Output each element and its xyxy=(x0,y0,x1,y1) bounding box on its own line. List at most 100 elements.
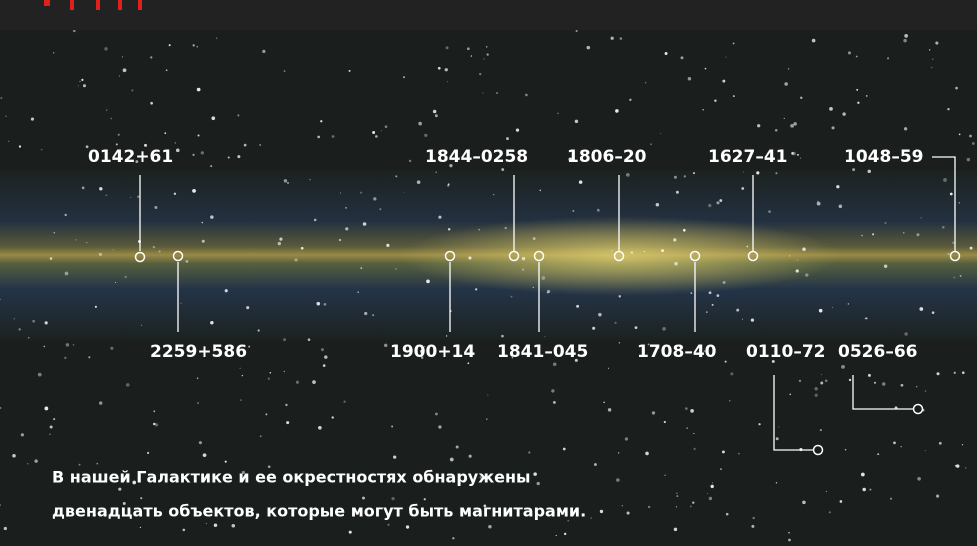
star xyxy=(627,511,630,514)
star xyxy=(676,495,678,497)
star xyxy=(424,498,426,500)
star xyxy=(284,179,287,182)
star xyxy=(295,258,298,261)
star xyxy=(626,173,630,177)
star xyxy=(789,394,791,396)
star xyxy=(123,68,127,72)
star xyxy=(919,307,923,311)
star xyxy=(237,155,240,158)
star xyxy=(210,215,213,218)
star xyxy=(969,135,972,138)
star xyxy=(317,136,320,139)
star xyxy=(320,120,322,122)
star xyxy=(340,192,341,193)
star xyxy=(942,226,945,229)
star xyxy=(372,131,375,134)
star xyxy=(932,311,935,314)
star xyxy=(742,319,743,320)
object-label: 0142+61 xyxy=(88,147,173,167)
star xyxy=(79,81,80,82)
star xyxy=(832,307,833,308)
star xyxy=(511,296,513,298)
star xyxy=(788,539,791,542)
star xyxy=(705,68,707,70)
star xyxy=(618,452,619,453)
star xyxy=(345,207,347,209)
star xyxy=(592,327,595,330)
star xyxy=(608,408,611,411)
star xyxy=(885,222,887,224)
star xyxy=(478,229,479,230)
star xyxy=(955,465,956,466)
star xyxy=(866,95,868,97)
star xyxy=(81,79,83,81)
star xyxy=(447,184,449,186)
star xyxy=(403,76,405,78)
star xyxy=(829,511,831,513)
star xyxy=(385,125,388,128)
star xyxy=(702,109,703,110)
star xyxy=(821,374,822,375)
star xyxy=(564,533,566,535)
star xyxy=(79,464,81,466)
star xyxy=(446,335,447,336)
star xyxy=(259,144,261,146)
star xyxy=(153,246,155,248)
star xyxy=(812,39,816,43)
star xyxy=(758,423,760,425)
star xyxy=(406,525,409,528)
star xyxy=(709,497,712,500)
star xyxy=(393,456,396,459)
star xyxy=(597,209,600,212)
star xyxy=(693,448,695,450)
star xyxy=(225,461,227,463)
star xyxy=(386,244,389,247)
star xyxy=(778,426,779,427)
star xyxy=(932,59,933,60)
star xyxy=(301,247,304,250)
star xyxy=(802,248,805,251)
star xyxy=(373,197,376,200)
star xyxy=(53,418,55,420)
star xyxy=(525,94,528,97)
star xyxy=(199,441,202,444)
star xyxy=(211,116,215,120)
star xyxy=(318,426,322,430)
star xyxy=(360,267,362,269)
object-label: 2259+586 xyxy=(150,342,247,362)
star xyxy=(594,463,597,466)
star xyxy=(450,458,454,462)
star xyxy=(693,433,694,434)
star xyxy=(644,251,645,252)
star xyxy=(186,260,189,263)
star xyxy=(826,491,827,492)
star xyxy=(962,371,965,374)
star xyxy=(379,208,381,210)
star xyxy=(664,474,666,476)
star xyxy=(54,232,55,233)
star xyxy=(75,239,76,240)
star xyxy=(954,372,956,374)
star xyxy=(12,454,16,458)
star xyxy=(21,433,24,436)
star xyxy=(962,444,963,445)
star xyxy=(118,134,120,136)
star xyxy=(314,219,317,222)
star xyxy=(155,423,158,426)
star xyxy=(877,453,879,455)
star xyxy=(228,156,230,158)
star xyxy=(471,55,473,57)
star xyxy=(665,52,668,55)
star xyxy=(45,321,48,324)
star xyxy=(34,459,37,462)
star xyxy=(467,362,469,364)
star xyxy=(572,210,574,212)
star xyxy=(611,250,613,252)
star xyxy=(805,273,808,276)
star xyxy=(202,222,203,223)
star xyxy=(183,529,186,532)
star xyxy=(248,346,250,348)
star xyxy=(484,58,485,59)
star xyxy=(831,126,834,129)
star xyxy=(775,172,777,174)
